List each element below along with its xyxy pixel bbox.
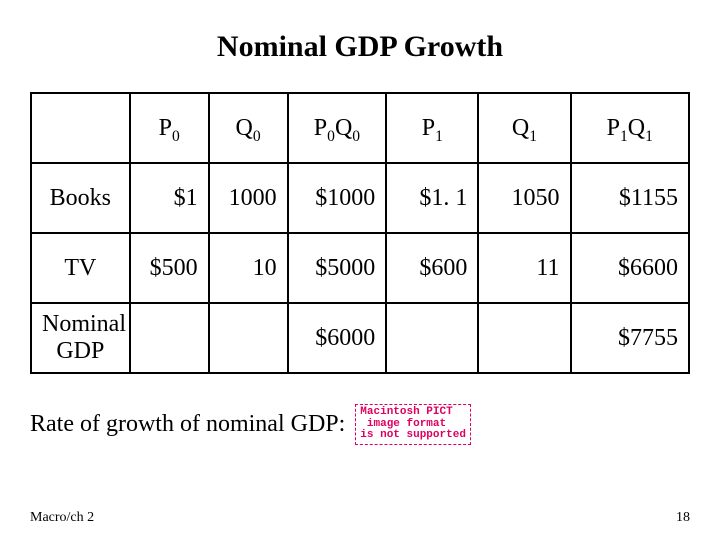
row-label: Nominal GDP bbox=[31, 303, 130, 373]
cell: $1000 bbox=[288, 163, 387, 233]
cell: $1 bbox=[130, 163, 209, 233]
cell: $500 bbox=[130, 233, 209, 303]
cell: $6600 bbox=[571, 233, 690, 303]
pict-placeholder-icon: Macintosh PICT image format is not suppo… bbox=[355, 404, 471, 445]
footer-left: Macro/ch 2 bbox=[30, 510, 94, 526]
row-label: TV bbox=[31, 233, 130, 303]
cell: $7755 bbox=[571, 303, 690, 373]
gdp-table: P0 Q0 P0Q0 P1 Q1 P1Q1 Books $1 1000 $100… bbox=[30, 92, 690, 374]
cell: 1050 bbox=[478, 163, 570, 233]
cell: $600 bbox=[386, 233, 478, 303]
col-header-p1: P1 bbox=[386, 93, 478, 163]
cell: $6000 bbox=[288, 303, 387, 373]
cell: 10 bbox=[209, 233, 288, 303]
table-row: Books $1 1000 $1000 $1. 1 1050 $1155 bbox=[31, 163, 689, 233]
col-header-p0: P0 bbox=[130, 93, 209, 163]
footer-right: 18 bbox=[676, 510, 690, 526]
cell: $1. 1 bbox=[386, 163, 478, 233]
slide: Nominal GDP Growth P0 Q0 P0Q0 P1 Q1 P1Q1… bbox=[0, 0, 720, 540]
footer: Macro/ch 2 18 bbox=[30, 510, 690, 526]
cell bbox=[386, 303, 478, 373]
cell: 1000 bbox=[209, 163, 288, 233]
cell: 11 bbox=[478, 233, 570, 303]
cell bbox=[130, 303, 209, 373]
col-header-q0: Q0 bbox=[209, 93, 288, 163]
table-header-row: P0 Q0 P0Q0 P1 Q1 P1Q1 bbox=[31, 93, 689, 163]
cell bbox=[209, 303, 288, 373]
col-header-blank bbox=[31, 93, 130, 163]
col-header-p0q0: P0Q0 bbox=[288, 93, 387, 163]
table-row: Nominal GDP $6000 $7755 bbox=[31, 303, 689, 373]
page-title: Nominal GDP Growth bbox=[30, 30, 690, 64]
cell: $1155 bbox=[571, 163, 690, 233]
cell: $5000 bbox=[288, 233, 387, 303]
col-header-q1: Q1 bbox=[478, 93, 570, 163]
col-header-p1q1: P1Q1 bbox=[571, 93, 690, 163]
caption-row: Rate of growth of nominal GDP: Macintosh… bbox=[30, 404, 690, 445]
cell bbox=[478, 303, 570, 373]
growth-caption: Rate of growth of nominal GDP: bbox=[30, 411, 345, 438]
row-label: Books bbox=[31, 163, 130, 233]
table-row: TV $500 10 $5000 $600 11 $6600 bbox=[31, 233, 689, 303]
